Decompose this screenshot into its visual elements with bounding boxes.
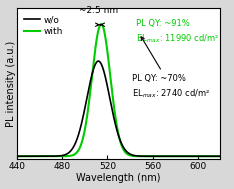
Legend: w/o, with: w/o, with — [22, 13, 66, 39]
X-axis label: Wavelength (nm): Wavelength (nm) — [77, 174, 161, 184]
Text: PL QY: ~70%
EL$_{max}$: 2740 cd/m²: PL QY: ~70% EL$_{max}$: 2740 cd/m² — [132, 37, 211, 100]
Text: PL QY: ~91%
EL$_{max}$: 11990 cd/m²: PL QY: ~91% EL$_{max}$: 11990 cd/m² — [136, 19, 219, 45]
Y-axis label: PL intensity (a.u.): PL intensity (a.u.) — [6, 40, 15, 127]
Text: ~2.5 nm: ~2.5 nm — [79, 6, 118, 15]
